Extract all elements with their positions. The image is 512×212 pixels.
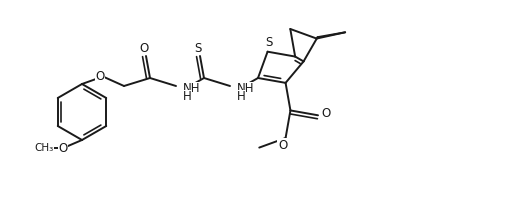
Text: O: O xyxy=(139,42,148,54)
Text: O: O xyxy=(278,138,287,152)
Text: NH: NH xyxy=(237,82,254,95)
Text: O: O xyxy=(58,141,68,155)
Text: O: O xyxy=(322,107,331,120)
Text: CH₃: CH₃ xyxy=(34,143,54,153)
Text: H: H xyxy=(183,91,192,103)
Text: S: S xyxy=(195,42,202,54)
Text: O: O xyxy=(95,70,104,82)
Text: H: H xyxy=(237,91,246,103)
Text: S: S xyxy=(265,36,272,49)
Text: NH: NH xyxy=(183,82,201,95)
